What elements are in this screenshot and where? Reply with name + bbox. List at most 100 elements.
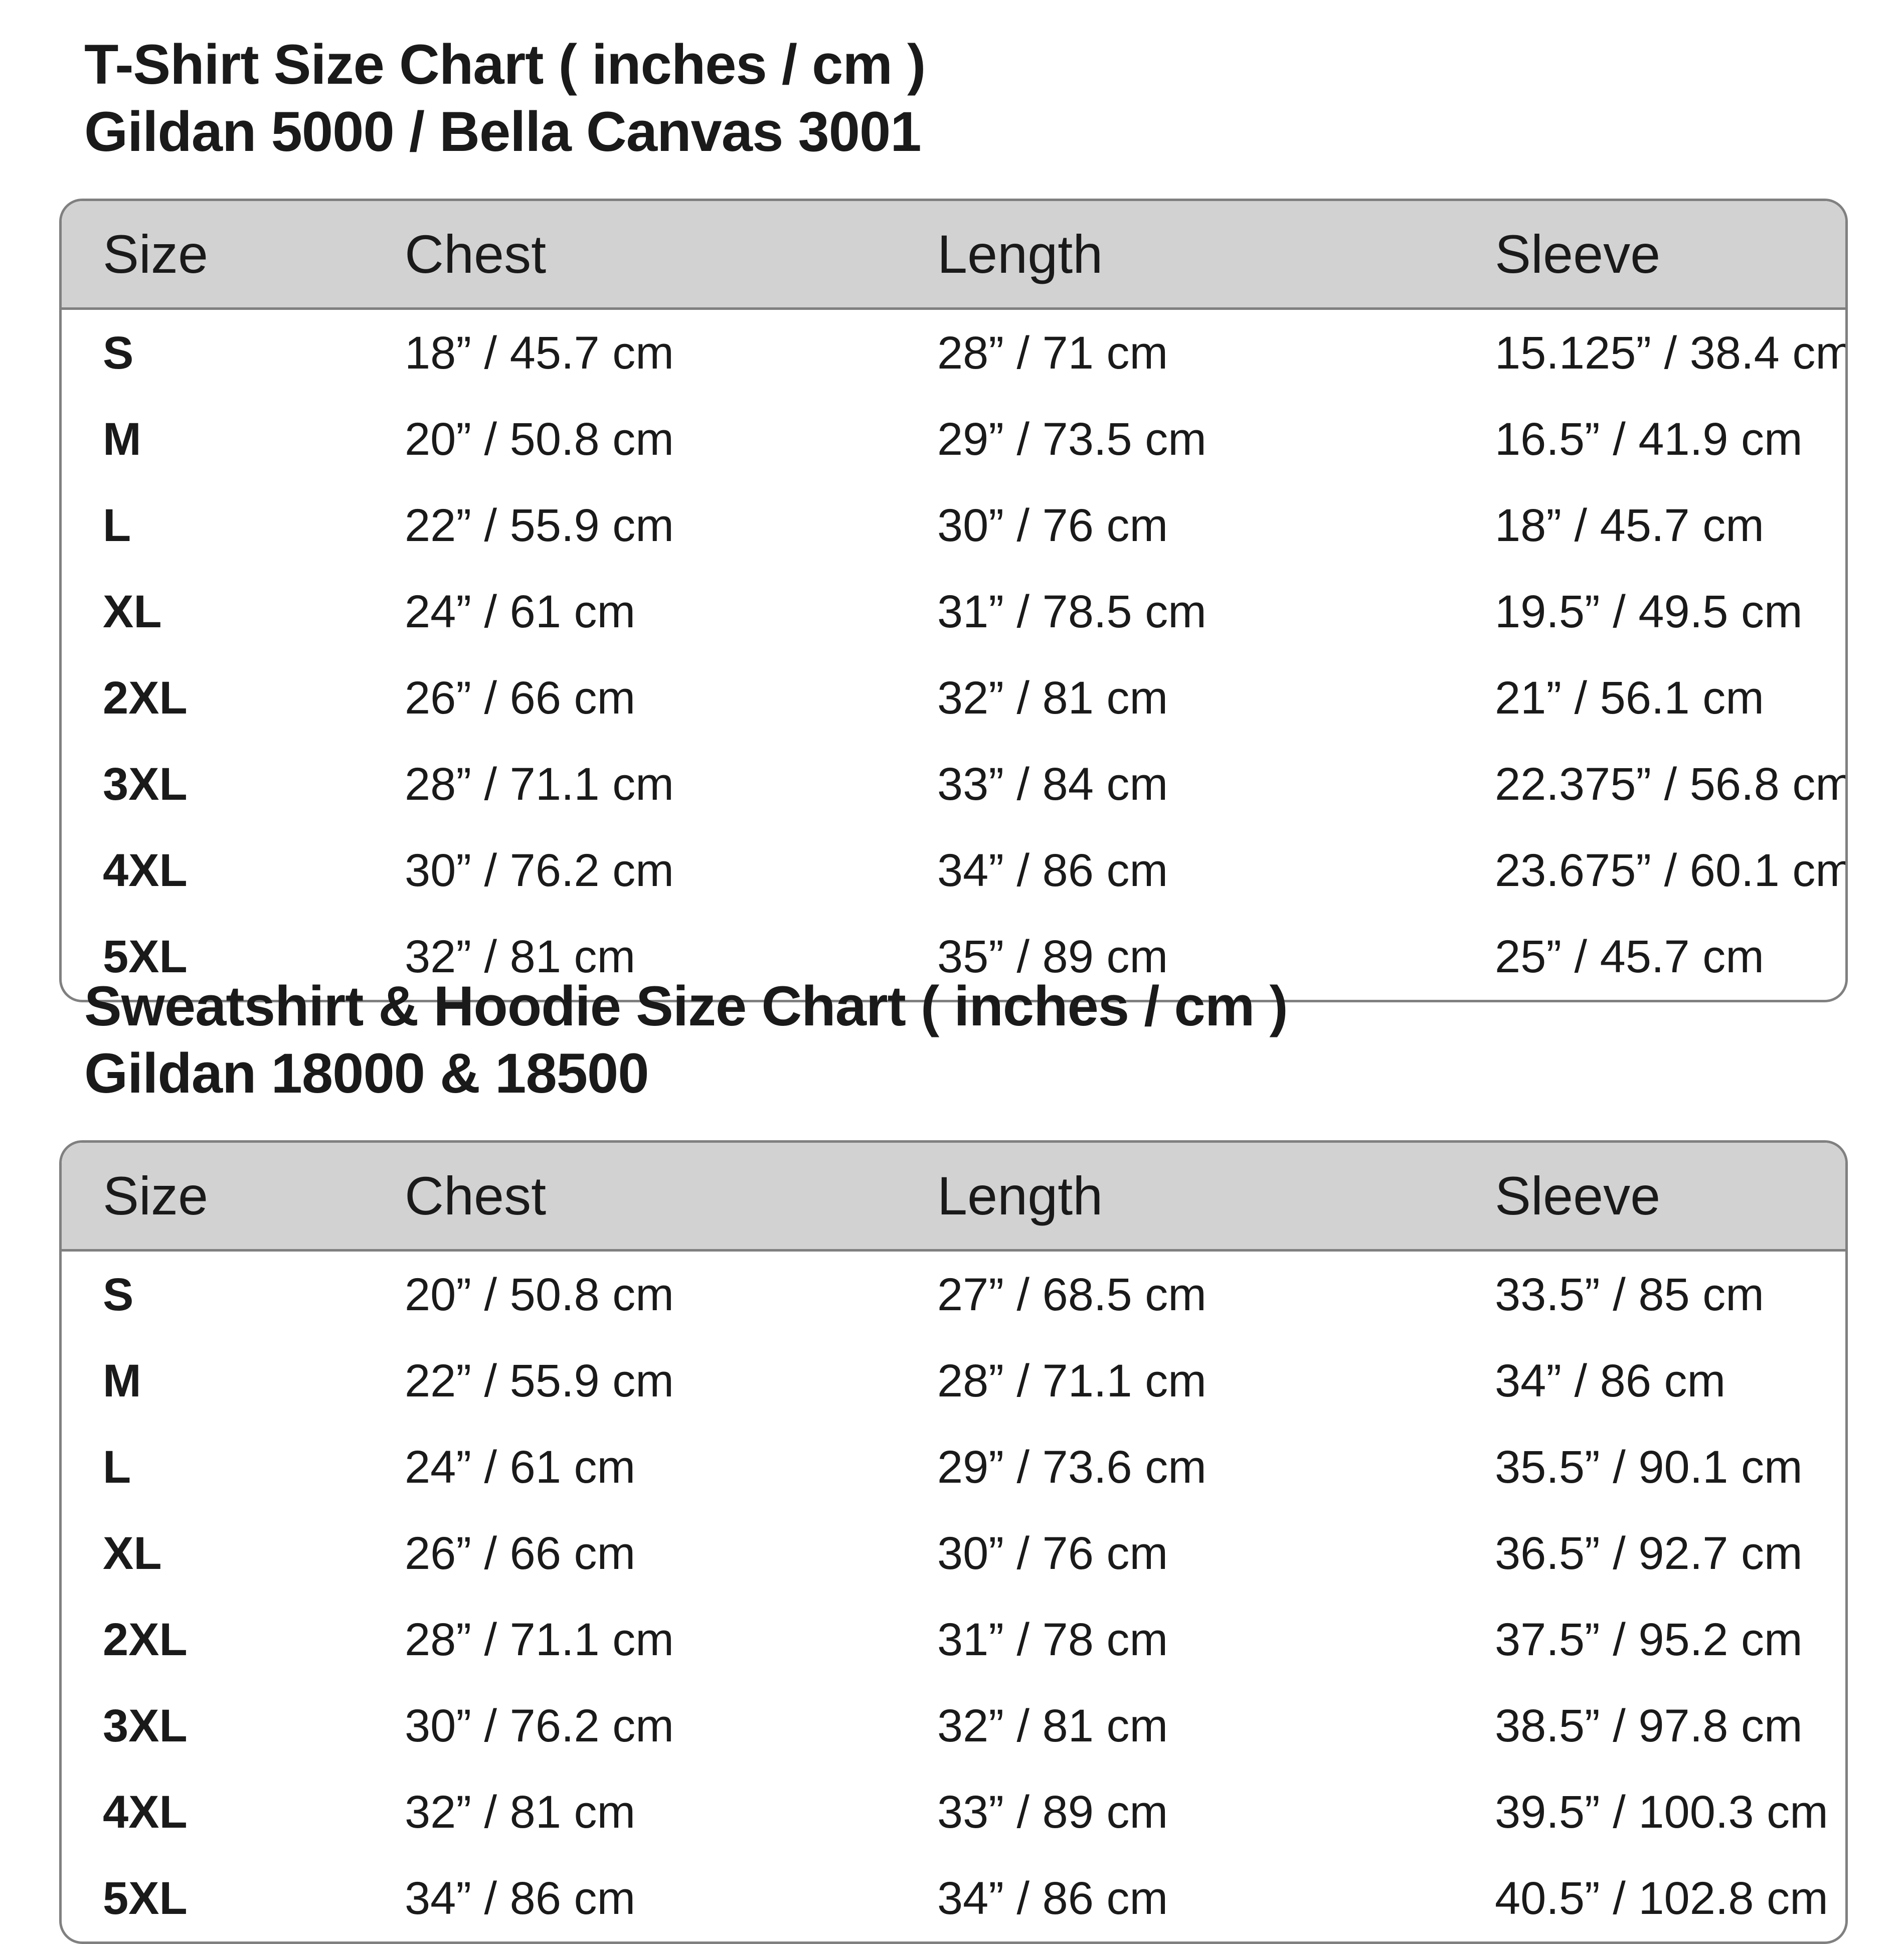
cell-length: 35” / 89 cm [937, 931, 1168, 982]
table-row: 5XL 34” / 86 cm 34” / 86 cm 40.5” / 102.… [62, 1855, 1845, 1941]
table-row: M 22” / 55.9 cm 28” / 71.1 cm 34” / 86 c… [62, 1338, 1845, 1424]
cell-sleeve: 38.5” / 97.8 cm [1495, 1700, 1803, 1751]
column-header-chest: Chest [394, 201, 926, 310]
table-row: 4XL 32” / 81 cm 33” / 89 cm 39.5” / 100.… [62, 1769, 1845, 1855]
size-chart-page: T-Shirt Size Chart ( inches / cm ) Gilda… [0, 31, 1904, 1944]
table-row: S 20” / 50.8 cm 27” / 68.5 cm 33.5” / 85… [62, 1251, 1845, 1338]
tshirt-title-line-1: T-Shirt Size Chart ( inches / cm ) [84, 33, 926, 96]
cell-size: XL [103, 1528, 162, 1579]
table-row: L 22” / 55.9 cm 30” / 76 cm 18” / 45.7 c… [62, 482, 1845, 569]
table-row: 2XL 28” / 71.1 cm 31” / 78 cm 37.5” / 95… [62, 1597, 1845, 1683]
column-header-chest: Chest [394, 1143, 926, 1252]
cell-length: 34” / 86 cm [937, 845, 1168, 896]
table-row: 2XL 26” / 66 cm 32” / 81 cm 21” / 56.1 c… [62, 655, 1845, 741]
cell-length: 34” / 86 cm [937, 1873, 1168, 1924]
cell-chest: 24” / 61 cm [405, 1442, 636, 1493]
cell-sleeve: 15.125” / 38.4 cm [1495, 327, 1848, 379]
sweatshirt-table-body: S 20” / 50.8 cm 27” / 68.5 cm 33.5” / 85… [62, 1251, 1845, 1942]
cell-chest: 32” / 81 cm [405, 931, 636, 982]
cell-chest: 32” / 81 cm [405, 1787, 636, 1838]
cell-size: 3XL [103, 759, 188, 810]
tshirt-size-chart-section: T-Shirt Size Chart ( inches / cm ) Gilda… [0, 31, 1904, 1002]
table-row: XL 26” / 66 cm 30” / 76 cm 36.5” / 92.7 … [62, 1510, 1845, 1597]
cell-sleeve: 25” / 45.7 cm [1495, 931, 1764, 982]
cell-sleeve: 39.5” / 100.3 cm [1495, 1787, 1828, 1838]
cell-chest: 30” / 76.2 cm [405, 845, 674, 896]
cell-size: 5XL [103, 1873, 188, 1924]
cell-sleeve: 22.375” / 56.8 cm [1495, 759, 1848, 810]
tshirt-table-header: Size Chest Length Sleeve [62, 201, 1845, 310]
cell-size: 2XL [103, 1614, 188, 1665]
cell-size: 3XL [103, 1700, 188, 1751]
cell-sleeve: 33.5” / 85 cm [1495, 1269, 1764, 1320]
cell-length: 28” / 71 cm [937, 327, 1168, 379]
cell-size: M [103, 1355, 141, 1406]
column-header-length: Length [926, 1143, 1484, 1252]
cell-chest: 30” / 76.2 cm [405, 1700, 674, 1751]
table-row: M 20” / 50.8 cm 29” / 73.5 cm 16.5” / 41… [62, 396, 1845, 482]
cell-sleeve: 40.5” / 102.8 cm [1495, 1873, 1828, 1924]
cell-chest: 24” / 61 cm [405, 586, 636, 637]
sweatshirt-title-line-1: Sweatshirt & Hoodie Size Chart ( inches … [84, 975, 1288, 1037]
table-row: S 18” / 45.7 cm 28” / 71 cm 15.125” / 38… [62, 309, 1848, 397]
cell-size: XL [103, 586, 162, 637]
table-row: XL 24” / 61 cm 31” / 78.5 cm 19.5” / 49.… [62, 569, 1845, 655]
cell-length: 30” / 76 cm [937, 1528, 1168, 1579]
cell-chest: 22” / 55.9 cm [405, 500, 674, 551]
tshirt-title-line-2: Gildan 5000 / Bella Canvas 3001 [84, 100, 922, 163]
tshirt-table-body: S 18” / 45.7 cm 28” / 71 cm 15.125” / 38… [62, 309, 1848, 1000]
tshirt-size-table-card: Size Chest Length Sleeve S 18” / 45.7 cm… [59, 199, 1848, 1002]
cell-sleeve: 16.5” / 41.9 cm [1495, 414, 1803, 465]
cell-sleeve: 37.5” / 95.2 cm [1495, 1614, 1803, 1665]
column-header-size: Size [62, 1143, 394, 1252]
cell-length: 27” / 68.5 cm [937, 1269, 1206, 1320]
sweatshirt-size-chart-section: Sweatshirt & Hoodie Size Chart ( inches … [0, 973, 1904, 1944]
cell-size: 5XL [103, 931, 188, 982]
cell-size: M [103, 414, 141, 465]
tshirt-size-table: Size Chest Length Sleeve S 18” / 45.7 cm… [62, 201, 1848, 1000]
cell-length: 31” / 78.5 cm [937, 586, 1206, 637]
cell-chest: 26” / 66 cm [405, 1528, 636, 1579]
column-header-size: Size [62, 201, 394, 310]
cell-size: 4XL [103, 1787, 188, 1838]
cell-sleeve: 36.5” / 92.7 cm [1495, 1528, 1803, 1579]
column-header-length: Length [926, 201, 1484, 310]
cell-length: 33” / 84 cm [937, 759, 1168, 810]
cell-size: L [103, 500, 131, 551]
cell-length: 30” / 76 cm [937, 500, 1168, 551]
cell-size: 4XL [103, 845, 188, 896]
cell-size: 2XL [103, 672, 188, 724]
cell-length: 29” / 73.6 cm [937, 1442, 1206, 1493]
cell-chest: 28” / 71.1 cm [405, 1614, 674, 1665]
cell-sleeve: 21” / 56.1 cm [1495, 672, 1764, 724]
table-row: 3XL 28” / 71.1 cm 33” / 84 cm 22.375” / … [62, 741, 1848, 827]
cell-chest: 34” / 86 cm [405, 1873, 636, 1924]
cell-length: 32” / 81 cm [937, 1700, 1168, 1751]
cell-length: 31” / 78 cm [937, 1614, 1168, 1665]
cell-sleeve: 34” / 86 cm [1495, 1355, 1726, 1406]
cell-length: 32” / 81 cm [937, 672, 1168, 724]
cell-chest: 20” / 50.8 cm [405, 414, 674, 465]
cell-chest: 20” / 50.8 cm [405, 1269, 674, 1320]
cell-chest: 18” / 45.7 cm [405, 327, 674, 379]
cell-chest: 28” / 71.1 cm [405, 759, 674, 810]
cell-length: 33” / 89 cm [937, 1787, 1168, 1838]
cell-size: S [103, 327, 134, 379]
sweatshirt-size-table-card: Size Chest Length Sleeve S 20” / 50.8 cm… [59, 1140, 1848, 1944]
cell-length: 28” / 71.1 cm [937, 1355, 1206, 1406]
sweatshirt-table-header: Size Chest Length Sleeve [62, 1143, 1845, 1252]
table-row: 4XL 30” / 76.2 cm 34” / 86 cm 23.675” / … [62, 827, 1848, 914]
cell-sleeve: 19.5” / 49.5 cm [1495, 586, 1803, 637]
table-header-row: Size Chest Length Sleeve [62, 1143, 1845, 1252]
cell-size: S [103, 1269, 134, 1320]
cell-size: L [103, 1442, 131, 1493]
cell-length: 29” / 73.5 cm [937, 414, 1206, 465]
cell-sleeve: 35.5” / 90.1 cm [1495, 1442, 1803, 1493]
cell-chest: 26” / 66 cm [405, 672, 636, 724]
cell-sleeve: 23.675” / 60.1 cm [1495, 845, 1848, 896]
sweatshirt-chart-title: Sweatshirt & Hoodie Size Chart ( inches … [0, 973, 1904, 1107]
cell-sleeve: 18” / 45.7 cm [1495, 500, 1764, 551]
column-header-sleeve: Sleeve [1484, 1143, 1845, 1252]
tshirt-chart-title: T-Shirt Size Chart ( inches / cm ) Gilda… [0, 31, 1904, 165]
column-header-sleeve: Sleeve [1484, 201, 1845, 310]
